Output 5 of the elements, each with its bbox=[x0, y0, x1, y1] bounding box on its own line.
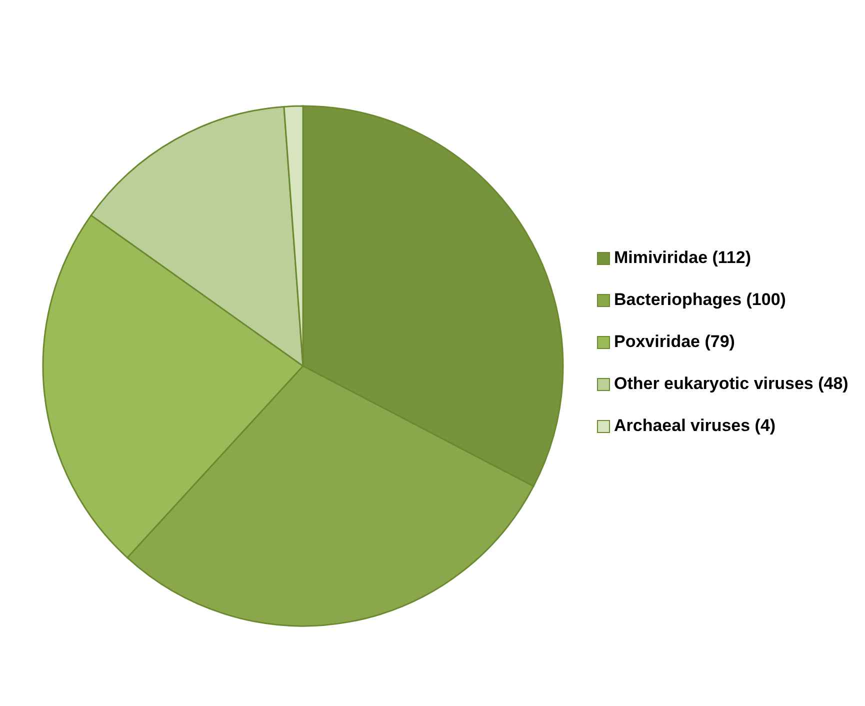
legend-label: Poxviridae (79) bbox=[614, 332, 735, 352]
legend-label: Other eukaryotic viruses (48) bbox=[614, 374, 848, 394]
legend-label: Bacteriophages (100) bbox=[614, 290, 786, 310]
legend-label: Mimiviridae (112) bbox=[614, 248, 752, 268]
legend-label: Archaeal viruses (4) bbox=[614, 416, 776, 436]
